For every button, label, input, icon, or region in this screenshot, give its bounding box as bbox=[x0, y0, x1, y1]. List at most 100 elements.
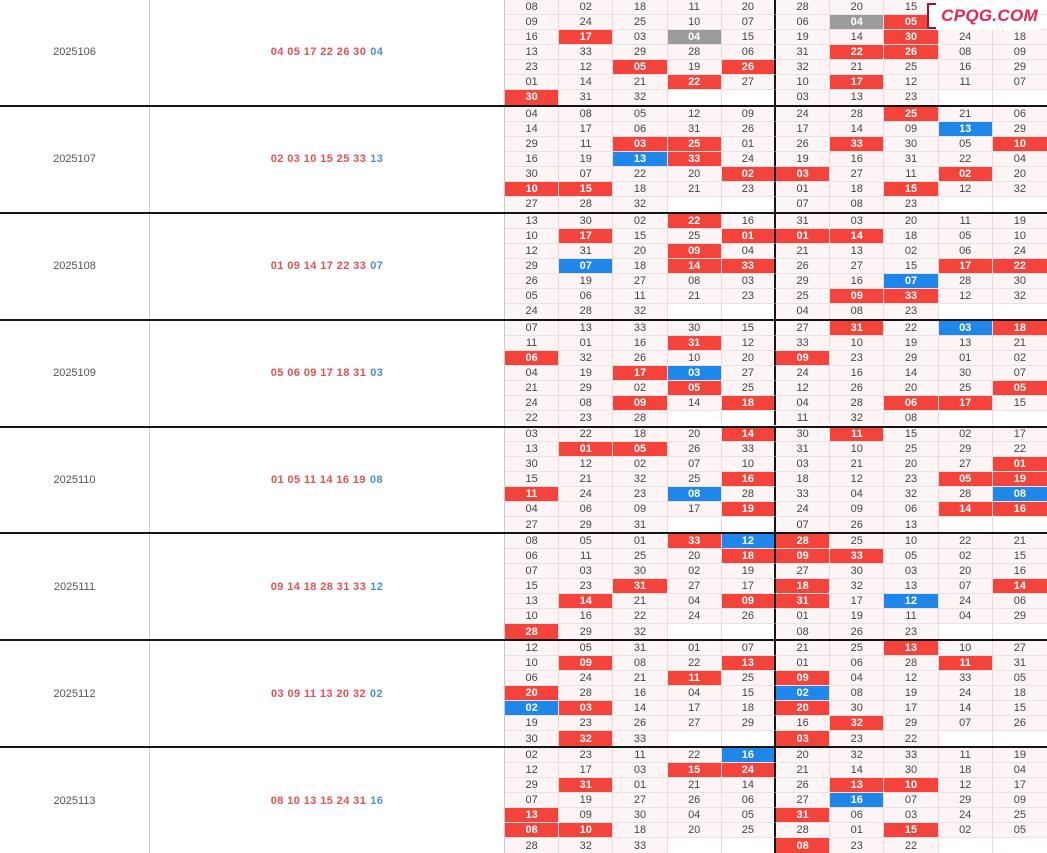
grid-cell: 10 bbox=[884, 778, 939, 794]
grid-cell: 04 bbox=[667, 686, 722, 702]
grid-cell: 17 bbox=[613, 365, 668, 381]
grid-cell: 30 bbox=[776, 427, 831, 443]
grid-cell: 10 bbox=[559, 823, 614, 839]
grid-cell: 22 bbox=[992, 258, 1047, 274]
blue-ball: 03 bbox=[370, 367, 384, 380]
grid-cell: 28 bbox=[938, 273, 993, 289]
grid-cell: 19 bbox=[884, 686, 939, 702]
grid-cell: 14 bbox=[721, 778, 776, 794]
grid-cell: 17 bbox=[721, 579, 776, 595]
grid-cell bbox=[721, 89, 776, 105]
grid-cell: 12 bbox=[505, 243, 560, 259]
grid-cell: 05 bbox=[938, 136, 993, 152]
grid-cell: 11 bbox=[830, 427, 885, 443]
grid-cell: 15 bbox=[884, 0, 939, 15]
grid-cell: 18 bbox=[613, 0, 668, 15]
grid-cell: 23 bbox=[884, 196, 939, 212]
grid-cell: 11 bbox=[613, 748, 668, 764]
draw-block: 2025107 02 03 10 15 25 33 13 04 08 05 12 09 24 28… bbox=[0, 106, 1047, 214]
grid-cell: 21 bbox=[776, 763, 831, 779]
grid-cell: 01 bbox=[992, 457, 1047, 473]
grid-cell: 17 bbox=[992, 778, 1047, 794]
grid-cell: 06 bbox=[559, 502, 614, 518]
grid-cell: 26 bbox=[884, 44, 939, 60]
draw-block: 2025113 08 10 13 15 24 31 16 02 23 11 22 16 20 32… bbox=[0, 748, 1047, 853]
grid-cell: 26 bbox=[830, 380, 885, 396]
grid-cell: 09 bbox=[776, 549, 831, 565]
grid-cell: 22 bbox=[559, 427, 614, 443]
grid-cell: 10 bbox=[830, 442, 885, 458]
grid-cell: 29 bbox=[884, 350, 939, 366]
grid-cell: 26 bbox=[667, 442, 722, 458]
grid-cell bbox=[938, 410, 993, 426]
grid-cell: 01 bbox=[559, 335, 614, 351]
grid-cell: 11 bbox=[505, 487, 560, 503]
grid-cell: 06 bbox=[721, 793, 776, 809]
grid-cell: 18 bbox=[938, 763, 993, 779]
grid-cell: 10 bbox=[667, 350, 722, 366]
grid-cell: 28 bbox=[938, 487, 993, 503]
grid-cell: 33 bbox=[721, 258, 776, 274]
grid-cell: 16 bbox=[613, 686, 668, 702]
grid-cell: 14 bbox=[830, 29, 885, 45]
grid-cell: 27 bbox=[721, 365, 776, 381]
grid-cell: 10 bbox=[667, 14, 722, 30]
grid-cell: 30 bbox=[830, 701, 885, 717]
red-balls: 01 05 11 14 16 19 bbox=[271, 473, 366, 486]
grid-cell: 11 bbox=[559, 549, 614, 565]
grid-cell: 32 bbox=[613, 472, 668, 488]
grid-cell: 17 bbox=[559, 228, 614, 244]
grid-cell: 15 bbox=[559, 181, 614, 197]
grid-cell: 12 bbox=[938, 181, 993, 197]
draw-block: 2025110 01 05 11 14 16 19 08 03 22 18 20 14 30 11… bbox=[0, 427, 1047, 535]
grid-cell: 06 bbox=[776, 14, 831, 30]
grid-cell: 07 bbox=[559, 258, 614, 274]
grid-cell: 17 bbox=[667, 502, 722, 518]
grid-cell: 14 bbox=[613, 701, 668, 717]
grid-cell: 15 bbox=[884, 258, 939, 274]
grid-cell: 19 bbox=[505, 716, 560, 732]
grid-cell: 07 bbox=[505, 320, 560, 336]
grid-cell: 18 bbox=[884, 228, 939, 244]
grid-cell: 20 bbox=[667, 166, 722, 182]
grid-cell: 07 bbox=[505, 793, 560, 809]
grid-cell: 02 bbox=[505, 701, 560, 717]
grid-cell: 23 bbox=[559, 410, 614, 426]
grid-cell: 02 bbox=[505, 748, 560, 764]
grid-cell: 04 bbox=[992, 151, 1047, 167]
grid-cell: 11 bbox=[938, 748, 993, 764]
grid-cell: 12 bbox=[884, 594, 939, 610]
grid-cell: 20 bbox=[667, 427, 722, 443]
grid-cell: 01 bbox=[938, 350, 993, 366]
grid-cell: 04 bbox=[667, 594, 722, 610]
grid-cell: 26 bbox=[776, 258, 831, 274]
grid-cell: 31 bbox=[613, 641, 668, 657]
grid-cell: 14 bbox=[559, 594, 614, 610]
grid-cell: 33 bbox=[667, 534, 722, 550]
grid-cell: 20 bbox=[938, 564, 993, 580]
grid-cell: 19 bbox=[830, 609, 885, 625]
grid-cell: 08 bbox=[830, 196, 885, 212]
grid-cell: 22 bbox=[992, 442, 1047, 458]
grid-cell: 21 bbox=[776, 641, 831, 657]
grid-cell: 29 bbox=[505, 258, 560, 274]
grid-cell: 04 bbox=[667, 29, 722, 45]
grid-cell bbox=[667, 624, 722, 640]
grid-cell bbox=[938, 517, 993, 533]
grid-cell: 16 bbox=[992, 564, 1047, 580]
red-balls: 01 09 14 17 22 33 bbox=[270, 260, 367, 273]
grid-cell: 04 bbox=[667, 808, 722, 824]
grid-cell: 15 bbox=[721, 686, 776, 702]
grid-cell: 14 bbox=[938, 502, 993, 518]
grid-cell: 01 bbox=[559, 442, 614, 458]
grid-cell: 23 bbox=[884, 303, 939, 319]
grid-cell: 23 bbox=[884, 89, 939, 105]
grid-cell: 10 bbox=[884, 534, 939, 550]
grid-cell: 05 bbox=[613, 106, 668, 122]
grid-cell: 27 bbox=[667, 716, 722, 732]
grid-cell bbox=[721, 517, 776, 533]
grid-cell bbox=[938, 303, 993, 319]
grid-cell: 07 bbox=[721, 641, 776, 657]
grid-cell: 22 bbox=[505, 410, 560, 426]
grid-cell: 25 bbox=[884, 106, 939, 122]
